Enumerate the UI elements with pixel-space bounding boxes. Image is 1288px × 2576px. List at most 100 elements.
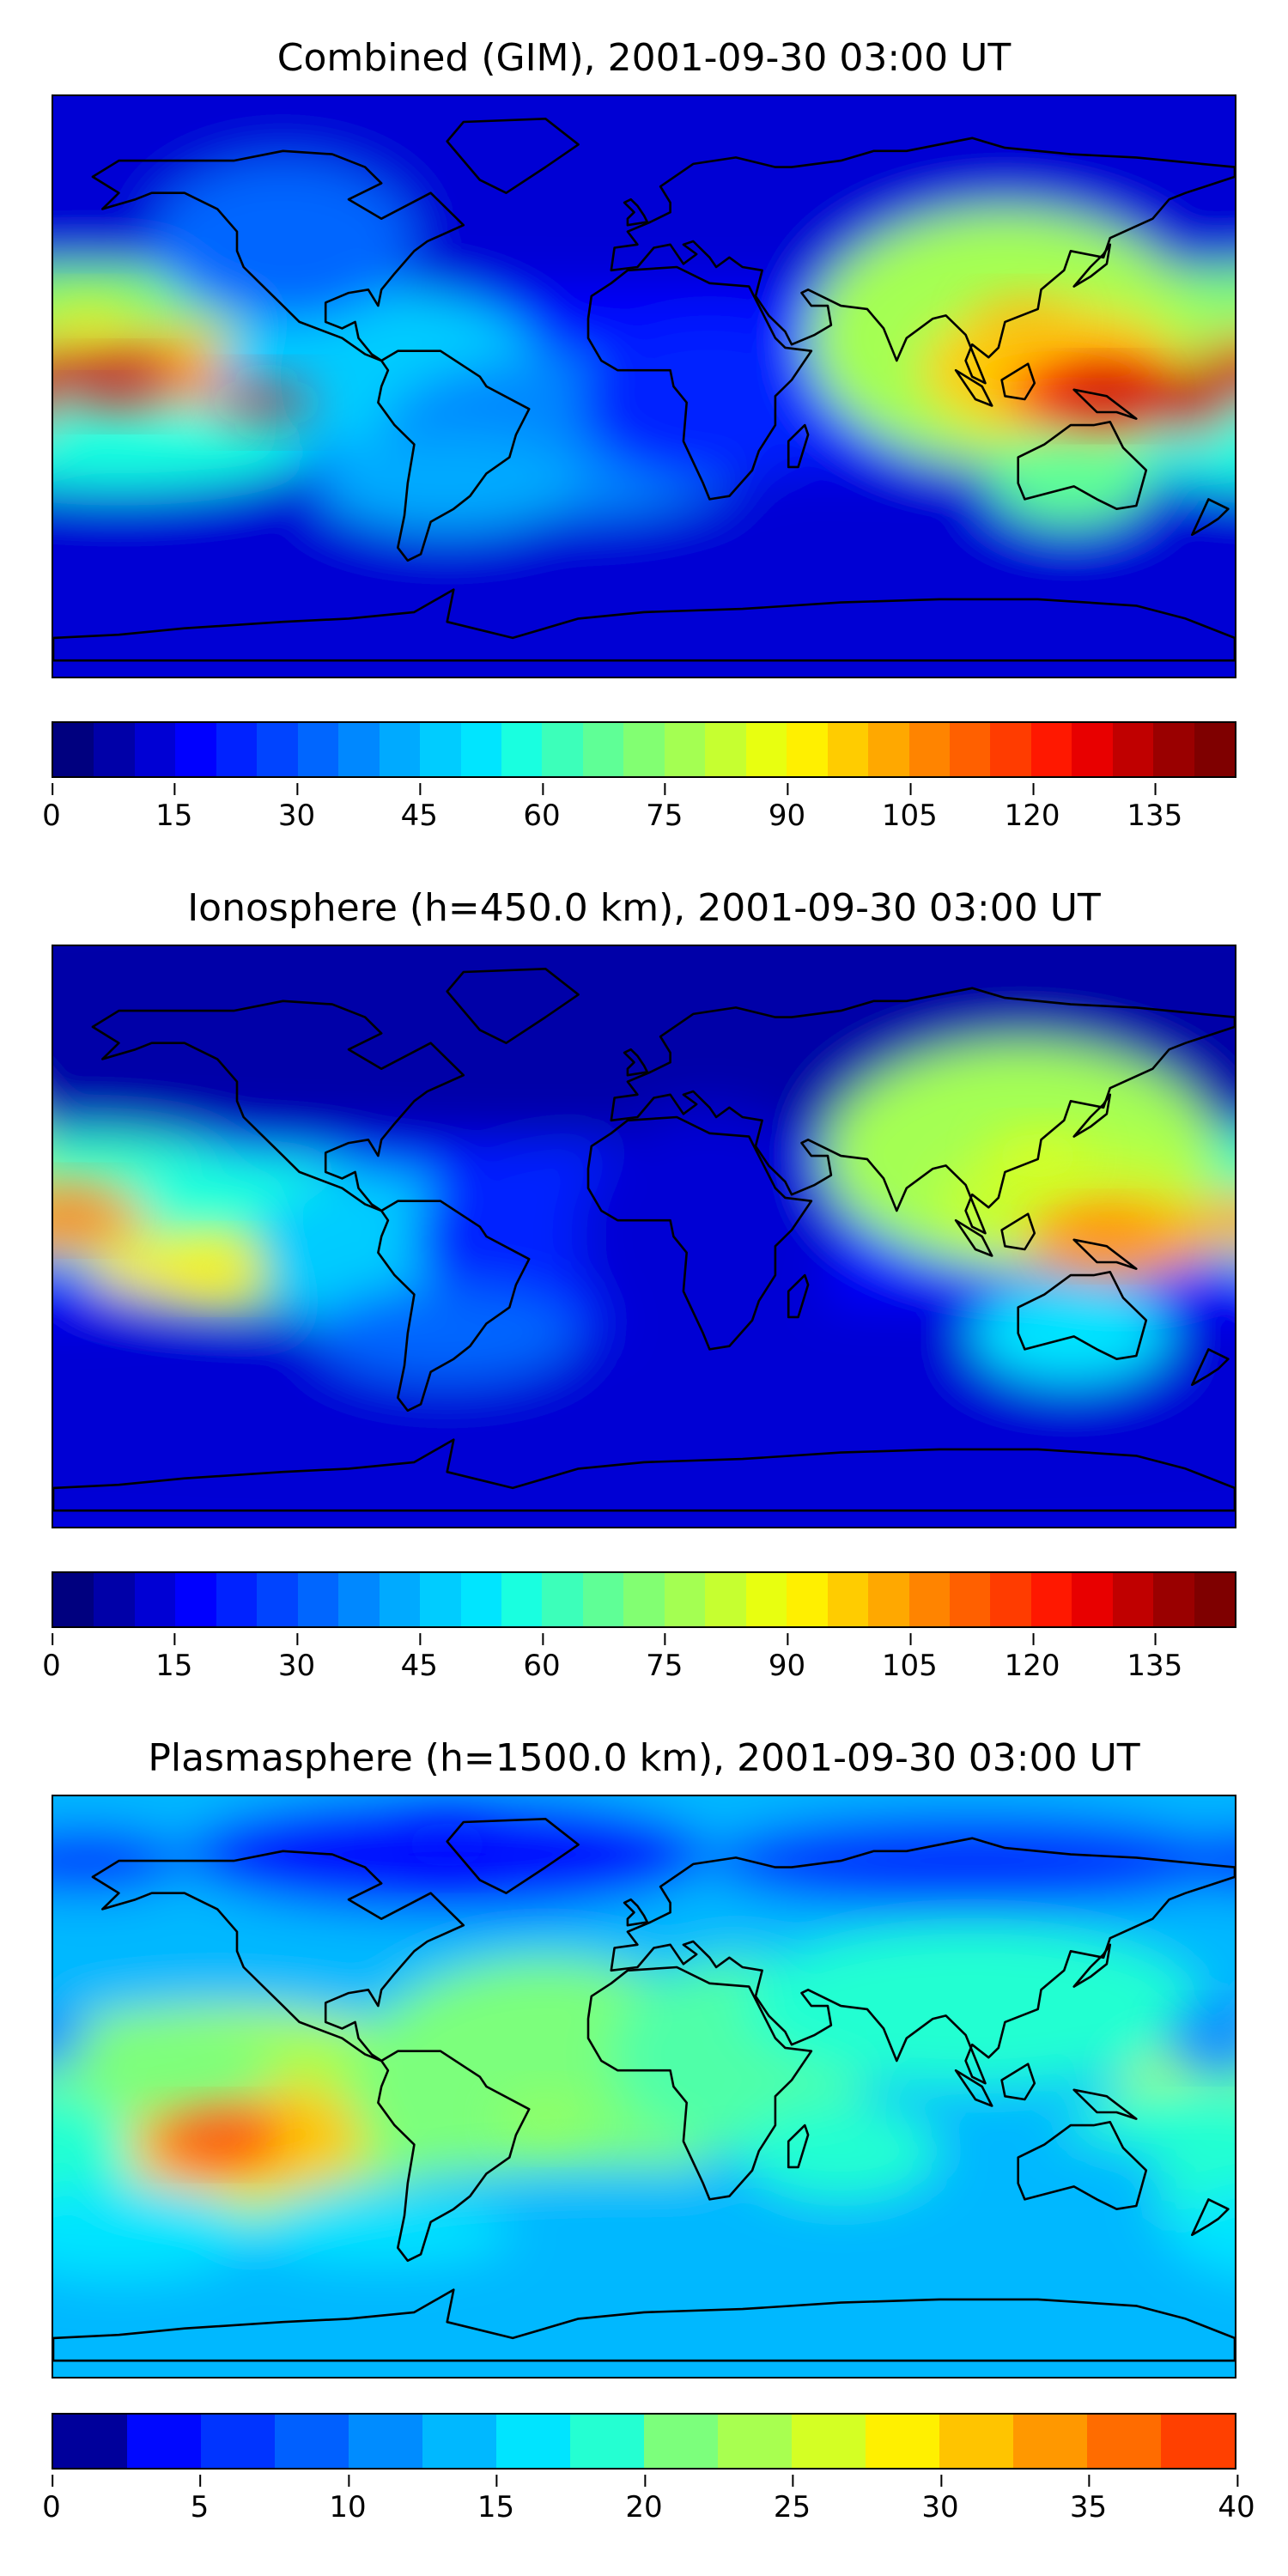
tec-region (709, 1812, 1235, 1910)
colorbar-swatch (216, 1573, 258, 1626)
tec-region (53, 484, 644, 677)
colorbar-tick-label: 120 (1004, 783, 1060, 833)
colorbar-swatch (422, 2415, 496, 2468)
coastline (623, 1048, 649, 1077)
panel-3-map-svg (53, 1796, 1235, 2377)
coastline (610, 1837, 1235, 2085)
colorbar-tick-label: 0 (42, 2475, 61, 2524)
colorbar-swatch (1153, 1573, 1194, 1626)
coastline (623, 197, 649, 227)
colorbar-tick-label: 60 (523, 1633, 561, 1683)
tec-region (53, 2008, 87, 2069)
coastlines (53, 1817, 1235, 2362)
colorbar-swatch (338, 723, 380, 776)
coastline (53, 2288, 1235, 2362)
colorbar-swatch (297, 1573, 339, 1626)
coastline (586, 1115, 813, 1351)
colorbar-tick-label: 90 (768, 783, 806, 833)
coastline (610, 137, 1235, 385)
coastline (954, 1218, 993, 1257)
tec-region (1136, 370, 1235, 435)
colorbar-swatch (868, 723, 909, 776)
coastline (377, 349, 531, 562)
colorbar-tick-label: 15 (155, 783, 193, 833)
coastline (1072, 1238, 1138, 1270)
colorbar-tick-label: 135 (1127, 1633, 1183, 1683)
coastline (446, 967, 580, 1044)
colorbar-swatch (1194, 1573, 1236, 1626)
colorbar-swatch (1194, 723, 1236, 776)
tec-region (644, 484, 1235, 677)
coastline (1072, 243, 1112, 288)
colorbar-swatch (792, 2415, 866, 2468)
coastline (1017, 1270, 1148, 1361)
colorbar-tick-label: 60 (523, 783, 561, 833)
coastline (787, 2123, 810, 2169)
coastline (623, 1898, 649, 1927)
coastline (1072, 1943, 1112, 1988)
panel-2-map (52, 945, 1236, 1528)
colorbar-tick-label: 15 (477, 2475, 515, 2524)
tec-region (315, 1285, 579, 1382)
colorbar-swatch (349, 2415, 422, 2468)
colorbar-swatch (1112, 1573, 1154, 1626)
colorbar-swatch (420, 723, 461, 776)
colorbar-swatch (570, 2415, 644, 2468)
colorbar-swatch (949, 723, 991, 776)
colorbar-swatch (257, 723, 298, 776)
colorbar-tick-label: 35 (1069, 2475, 1108, 2524)
panel-3-colorbar-ticks: 0 5 10 15 20 25 30 35 40 (42, 2475, 1255, 2533)
colorbar-swatch (338, 1573, 380, 1626)
tec-region (315, 434, 579, 532)
colorbar-swatch (1013, 2415, 1087, 2468)
colorbar-tick-label: 30 (277, 783, 316, 833)
panel-1-map-svg (53, 96, 1235, 677)
colorbar-swatch (201, 2415, 275, 2468)
panel-3-colorbar (52, 2413, 1236, 2470)
coastline (53, 1438, 1235, 1512)
coastline (377, 1200, 531, 1413)
colorbar-swatch (908, 723, 950, 776)
coastline (446, 117, 580, 194)
colorbar-swatch (1030, 1573, 1072, 1626)
coastline (1017, 2120, 1148, 2211)
tec-feature-central-pacific-peak (53, 1186, 118, 1235)
colorbar-swatch (787, 1573, 828, 1626)
colorbar-swatch (127, 2415, 201, 2468)
colorbar-tick-label: 45 (400, 1633, 438, 1683)
panel-1-map (52, 94, 1236, 678)
colorbar-swatch (134, 723, 176, 776)
tec-region (988, 428, 1153, 526)
colorbar-swatch (542, 723, 583, 776)
colorbar-swatch (501, 723, 543, 776)
tec-region (53, 2091, 136, 2211)
colorbar-swatch (827, 1573, 869, 1626)
panel-1-title: Combined (GIM), 2001-09-30 03:00 UT (276, 36, 1012, 80)
colorbar-swatch (705, 1573, 746, 1626)
colorbar-swatch (94, 1573, 135, 1626)
colorbar-swatch (175, 1573, 216, 1626)
colorbar-swatch (664, 1573, 706, 1626)
tec-region (578, 321, 841, 483)
colorbar-swatch (1072, 723, 1113, 776)
colorbar-swatch (623, 1573, 665, 1626)
coastline (610, 987, 1235, 1235)
colorbar-swatch (275, 2415, 349, 2468)
coastline (91, 1850, 465, 2063)
colorbar-tick-label: 30 (277, 1633, 316, 1683)
tec-region (1169, 2190, 1235, 2274)
colorbar-tick-label: 25 (773, 2475, 811, 2524)
colorbar-tick-label: 5 (190, 2475, 210, 2524)
coastline (1191, 498, 1230, 537)
colorbar-swatch (257, 1573, 298, 1626)
colorbar-tick-label: 120 (1004, 1633, 1060, 1683)
tec-region (53, 946, 644, 1123)
colorbar-swatch (53, 723, 94, 776)
coastlines (53, 967, 1235, 1512)
colorbar-swatch (501, 1573, 543, 1626)
tec-region (53, 2183, 251, 2281)
tec-region (972, 1285, 1170, 1382)
coastline (586, 265, 813, 501)
colorbar-swatch (94, 723, 135, 776)
colorbar-swatch (134, 1573, 176, 1626)
